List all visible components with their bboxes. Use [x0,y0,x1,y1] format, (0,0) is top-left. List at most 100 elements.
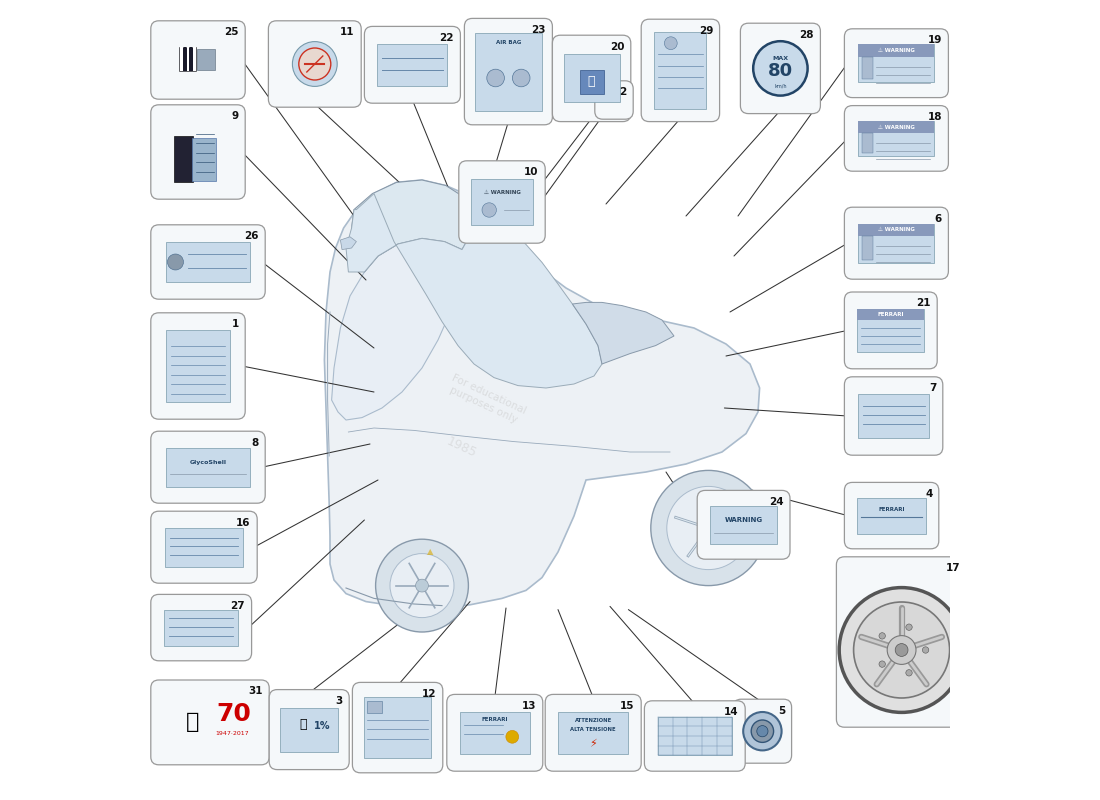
FancyBboxPatch shape [595,81,634,119]
Bar [858,223,935,236]
Text: ⚠ WARNING: ⚠ WARNING [878,227,915,233]
FancyBboxPatch shape [151,225,265,299]
Text: 5: 5 [778,706,785,715]
Circle shape [167,254,184,270]
Bar [858,45,935,82]
Text: 4: 4 [925,489,933,499]
Bar [180,47,183,71]
FancyBboxPatch shape [270,690,349,770]
Text: 27: 27 [231,601,245,611]
Bar [166,242,250,282]
Text: ⚡: ⚡ [590,739,597,749]
Polygon shape [346,194,602,388]
FancyBboxPatch shape [546,694,641,771]
Text: 29: 29 [698,26,713,35]
Text: ALTA TENSIONE: ALTA TENSIONE [571,727,616,732]
FancyBboxPatch shape [352,682,443,773]
Circle shape [664,37,678,50]
Bar [858,121,935,156]
Circle shape [905,670,912,676]
Text: 6: 6 [935,214,942,223]
Text: 20: 20 [609,42,625,51]
FancyBboxPatch shape [845,106,948,171]
Text: 7: 7 [930,383,936,393]
Circle shape [744,712,782,750]
Text: 12: 12 [422,689,437,699]
Circle shape [416,579,428,592]
Text: 24: 24 [769,497,783,507]
FancyBboxPatch shape [151,680,270,765]
Circle shape [879,633,886,639]
FancyBboxPatch shape [740,23,821,114]
Circle shape [888,635,916,664]
Circle shape [905,624,912,630]
Text: 2: 2 [619,87,627,98]
Circle shape [293,42,338,86]
Bar [857,310,924,321]
FancyBboxPatch shape [151,431,265,503]
FancyBboxPatch shape [151,511,257,583]
Bar [710,506,778,543]
Bar [857,498,926,534]
Circle shape [757,726,768,737]
FancyBboxPatch shape [364,26,461,103]
Text: FERRARI: FERRARI [482,717,508,722]
Circle shape [513,70,530,86]
Circle shape [895,643,908,656]
FancyBboxPatch shape [734,699,792,763]
Bar [460,712,530,754]
Polygon shape [324,180,760,608]
Text: ⚠ WARNING: ⚠ WARNING [878,48,915,54]
Bar [563,54,619,102]
Circle shape [698,518,718,538]
FancyBboxPatch shape [845,377,943,455]
Text: 1985: 1985 [444,435,480,461]
FancyBboxPatch shape [845,207,948,279]
Circle shape [854,602,949,698]
Bar [858,394,930,438]
Text: 19: 19 [927,35,942,45]
Text: 22: 22 [440,33,454,43]
Bar [367,701,382,714]
Text: 18: 18 [927,112,942,122]
FancyBboxPatch shape [552,35,630,122]
Circle shape [506,730,519,743]
Text: ATTENZIONE: ATTENZIONE [574,718,612,722]
Bar [658,717,732,755]
FancyBboxPatch shape [836,557,967,727]
FancyBboxPatch shape [268,21,361,107]
Polygon shape [352,180,482,272]
Bar [858,121,935,134]
Text: For educational
purposes only: For educational purposes only [444,373,527,427]
Text: ⚠ WARNING: ⚠ WARNING [878,125,915,130]
Bar [475,33,542,110]
Text: 9: 9 [232,111,239,122]
Bar [654,32,706,109]
Text: 13: 13 [521,701,537,710]
Text: FERRARI: FERRARI [878,312,904,318]
Bar [165,527,243,567]
FancyBboxPatch shape [845,29,948,98]
Circle shape [299,48,331,80]
Circle shape [390,554,454,618]
Text: 17: 17 [946,563,960,573]
Bar [187,47,189,71]
Circle shape [923,646,928,653]
Circle shape [482,202,496,218]
Bar [280,707,338,752]
Circle shape [375,539,469,632]
Text: MAX: MAX [772,56,789,62]
Bar [364,698,431,758]
Text: ▲: ▲ [427,547,433,557]
Bar [858,223,935,263]
Text: 70: 70 [217,702,252,726]
Bar [377,44,448,86]
Bar [194,47,196,71]
Text: 1: 1 [232,319,239,330]
Text: 25: 25 [224,27,239,37]
Bar [184,47,186,71]
Circle shape [667,486,750,570]
Circle shape [651,470,766,586]
Bar [861,58,872,78]
Text: 1%: 1% [314,722,330,731]
